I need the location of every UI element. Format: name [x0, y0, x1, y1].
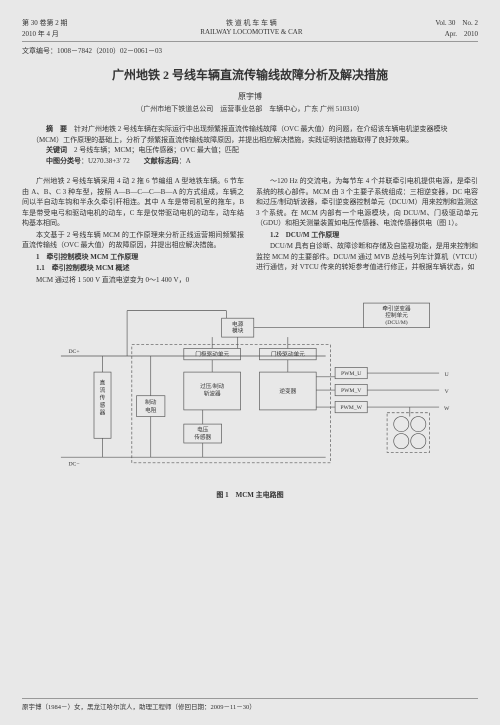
abstract-text: 针对广州地铁 2 号线车辆在实际运行中出现频繁报直流传输线故障（OVC 最大值）… — [32, 125, 448, 144]
doc-code-text: A — [186, 157, 191, 165]
body-columns: 广州地铁 2 号线车辆采用 4 动 2 拖 6 节编组 A 型地铁车辆。6 节车… — [22, 176, 478, 286]
section-heading: 1 牵引控制模块 MCM 工作原理 — [22, 252, 244, 263]
subsection-heading: 1.1 牵引控制模块 MCM 概述 — [22, 263, 244, 274]
abstract-block: 摘 要 针对广州地铁 2 号线车辆在实际运行中出现频繁报直流传输线故障（OVC … — [32, 124, 468, 166]
para: MCM 通过将 1 500 V 直流电逆变为 0～1 400 V，0 — [22, 275, 244, 286]
article-title: 广州地铁 2 号线车辆直流传输线故障分析及解决措施 — [22, 66, 478, 83]
subsection-heading: 1.2 DCU/M 工作原理 — [256, 230, 478, 241]
svg-text:直流传感器: 直流传感器 — [100, 378, 106, 416]
para: ～120 Hz 的交流电，为每节车 4 个并联牵引电机提供电源，是牵引系统的核心… — [256, 176, 478, 229]
svg-text:DC+: DC+ — [68, 349, 79, 355]
no-en: No. 2 — [462, 19, 478, 27]
svg-text:W: W — [444, 406, 450, 412]
para: DCU/M 具有自诊断、故障诊断和存储及自监视功能，是用来控制和监控 MCM 的… — [256, 241, 478, 273]
author-bio-footer: 原宇博（1984－）女，黑龙江哈尔滨人，助理工程师（修回日期：2009－11－3… — [22, 698, 478, 711]
vol-en: Vol. 30 — [435, 19, 455, 27]
dcu-label: 牵引逆变器控制单元(DCU/M) — [382, 305, 411, 326]
svg-text:制动电阻: 制动电阻 — [145, 398, 157, 414]
svg-text:V: V — [445, 389, 450, 395]
clc-label: 中图分类号 — [46, 157, 81, 165]
svg-text:电源模块: 电源模块 — [232, 320, 244, 335]
vol-issue-cn: 第 30 卷第 2 期 — [22, 18, 68, 28]
svg-text:PWM_U: PWM_U — [341, 371, 361, 377]
svg-text:门极驱动单元: 门极驱动单元 — [195, 350, 229, 358]
circuit-diagram: 牵引逆变器控制单元(DCU/M) 电源模块 门极驱动单元 门极驱动单元 过压/制… — [42, 296, 458, 486]
column-left: 广州地铁 2 号线车辆采用 4 动 2 拖 6 节编组 A 型地铁车辆。6 节车… — [22, 176, 244, 286]
clc-text: U270.38+3' 72 — [88, 157, 130, 165]
keywords-text: 2 号线车辆；MCM；电压传感器；OVC 最大值；匹配 — [74, 146, 239, 154]
abstract-label: 摘 要 — [46, 125, 67, 133]
date-cn: 2010 年 4 月 — [22, 29, 68, 39]
svg-text:DC−: DC− — [68, 462, 79, 468]
article-number: 文章编号：1008－7842（2010）02－0061－03 — [22, 46, 478, 56]
svg-text:PWM_W: PWM_W — [340, 405, 362, 411]
author-affiliation: （广州市地下铁道总公司 运营事业总部 车辆中心，广东 广州 510310） — [22, 104, 478, 114]
svg-text:电压传感器: 电压传感器 — [194, 426, 211, 442]
doc-code-label: 文献标志码 — [144, 157, 179, 165]
svg-text:过压/制动斩波器: 过压/制动斩波器 — [200, 382, 225, 398]
date-en: Apr. 2010 — [435, 29, 478, 39]
keywords-label: 关键词 — [46, 146, 67, 154]
figure-caption: 图 1 MCM 主电路图 — [22, 490, 478, 500]
page-header: 第 30 卷第 2 期 2010 年 4 月 铁 道 机 车 车 辆 RAILW… — [22, 18, 478, 42]
svg-text:U: U — [445, 372, 449, 378]
column-right: ～120 Hz 的交流电，为每节车 4 个并联牵引电机提供电源，是牵引系统的核心… — [256, 176, 478, 286]
para: 广州地铁 2 号线车辆采用 4 动 2 拖 6 节编组 A 型地铁车辆。6 节车… — [22, 176, 244, 229]
author-name: 原宇博 — [22, 91, 478, 102]
para: 本文基于 2 号线车辆 MCM 的工作原理来分析正线运营期间频繁报直流传输线（O… — [22, 230, 244, 251]
journal-en: RAILWAY LOCOMOTIVE & CAR — [200, 28, 302, 36]
svg-text:逆变器: 逆变器 — [279, 387, 296, 395]
svg-text:门极驱动单元: 门极驱动单元 — [271, 350, 305, 358]
journal-cn: 铁 道 机 车 车 辆 — [226, 19, 277, 27]
svg-text:PWM_V: PWM_V — [341, 388, 362, 394]
